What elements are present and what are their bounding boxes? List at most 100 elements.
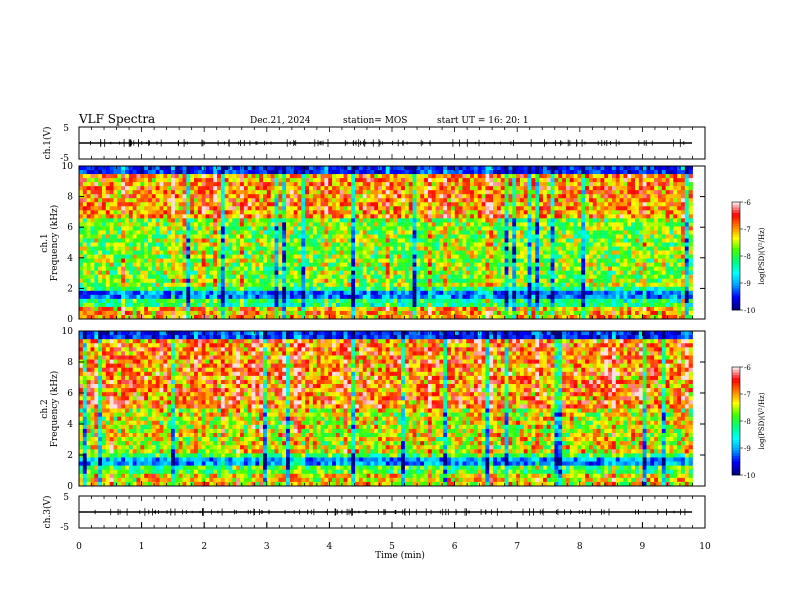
spectrogram-cell xyxy=(374,198,378,202)
spectrogram-cell xyxy=(221,303,225,307)
spectrogram-cell xyxy=(148,190,152,194)
spectrogram-cell xyxy=(202,210,206,214)
spectrogram-cell xyxy=(244,230,248,234)
spectrogram-cell xyxy=(271,194,275,198)
spectrogram-cell xyxy=(359,275,363,279)
spectrogram-cell xyxy=(459,194,463,198)
spectrogram-cell xyxy=(520,287,524,291)
spectrogram-cell xyxy=(229,303,233,307)
spectrogram-cell xyxy=(386,174,390,178)
spectrogram-cell xyxy=(405,279,409,283)
spectrogram-cell xyxy=(171,251,175,255)
spectrogram-cell xyxy=(336,267,340,271)
spectrogram-cell xyxy=(305,206,309,210)
spectrogram-cell xyxy=(551,178,555,182)
spectrogram-cell xyxy=(420,251,424,255)
spectrogram-cell xyxy=(332,214,336,218)
spectrogram-cell xyxy=(198,238,202,242)
spectrogram-cell xyxy=(259,194,263,198)
spectrogram-cell xyxy=(240,299,244,303)
spectrogram-cell xyxy=(363,210,367,214)
spectrogram-cell xyxy=(447,202,451,206)
spectrogram-cell xyxy=(313,210,317,214)
spectrogram-cell xyxy=(171,210,175,214)
spectrogram-cell xyxy=(551,238,555,242)
spectrogram-cell xyxy=(347,214,351,218)
spectrogram-cell xyxy=(148,251,152,255)
spectrogram-cell xyxy=(152,259,156,263)
spectrogram-cell xyxy=(443,182,447,186)
spectrogram-cell xyxy=(240,174,244,178)
spectrogram-cell xyxy=(551,230,555,234)
spectrogram-cell xyxy=(137,259,141,263)
spectrogram-cell xyxy=(478,202,482,206)
spectrogram-cell xyxy=(125,230,129,234)
spectrogram-cell xyxy=(447,170,451,174)
spectrogram-cell xyxy=(106,311,110,315)
spectrogram-cell xyxy=(221,279,225,283)
spectrogram-cell xyxy=(397,206,401,210)
spectrogram-cell xyxy=(110,226,114,230)
spectrogram-cell xyxy=(558,275,562,279)
spectrogram-cell xyxy=(213,238,217,242)
spectrogram-cell xyxy=(186,251,190,255)
spectrogram-cell xyxy=(225,307,229,311)
spectrogram-cell xyxy=(539,287,543,291)
spectrogram-cell xyxy=(125,295,129,299)
spectrogram-cell xyxy=(183,190,187,194)
spectrogram-cell xyxy=(351,178,355,182)
spectrogram-cell xyxy=(397,238,401,242)
spectrogram-cell xyxy=(129,210,133,214)
spectrogram-cell xyxy=(190,222,194,226)
spectrogram-cell xyxy=(244,247,248,251)
spectrogram-cell xyxy=(267,299,271,303)
spectrogram-cell xyxy=(217,279,221,283)
spectrogram-cell xyxy=(374,238,378,242)
spectrogram-cell xyxy=(83,243,87,247)
spectrogram-cell xyxy=(117,255,121,259)
spectrogram-cell xyxy=(455,230,459,234)
spectrogram-cell xyxy=(194,263,198,267)
spectrogram-cell xyxy=(190,218,194,222)
spectrogram-cell xyxy=(79,190,83,194)
spectrogram-cell xyxy=(114,287,118,291)
spectrogram-cell xyxy=(190,287,194,291)
spectrogram-cell xyxy=(221,202,225,206)
spectrogram-cell xyxy=(374,259,378,263)
spectrogram-cell xyxy=(148,206,152,210)
spectrogram-cell xyxy=(87,295,91,299)
spectrogram-cell xyxy=(324,267,328,271)
spectrogram-cell xyxy=(110,267,114,271)
spectrogram-cell xyxy=(106,194,110,198)
spectrogram-cell xyxy=(321,198,325,202)
spectrogram-cell xyxy=(117,226,121,230)
spectrogram-cell xyxy=(79,230,83,234)
spectrogram-cell xyxy=(447,283,451,287)
spectrogram-cell xyxy=(213,210,217,214)
spectrogram-cell xyxy=(271,299,275,303)
spectrogram-cell xyxy=(432,194,436,198)
spectrogram-cell xyxy=(351,279,355,283)
spectrogram-cell xyxy=(133,174,137,178)
spectrogram-cell xyxy=(547,198,551,202)
spectrogram-cell xyxy=(340,243,344,247)
spectrogram-cell xyxy=(87,255,91,259)
spectrogram-cell xyxy=(114,222,118,226)
spectrogram-cell xyxy=(137,174,141,178)
spectrogram-cell xyxy=(439,222,443,226)
spectrogram-cell xyxy=(309,275,313,279)
spectrogram-cell xyxy=(416,247,420,251)
spectrogram-cell xyxy=(278,283,282,287)
spectrogram-cell xyxy=(459,210,463,214)
spectrogram-cell xyxy=(428,214,432,218)
spectrogram-cell xyxy=(160,295,164,299)
spectrogram-cell xyxy=(248,303,252,307)
spectrogram-cell xyxy=(194,218,198,222)
spectrogram-cell xyxy=(359,194,363,198)
spectrogram-cell xyxy=(236,267,240,271)
spectrogram-cell xyxy=(79,303,83,307)
spectrogram-cell xyxy=(390,283,394,287)
spectrogram-cell xyxy=(87,243,91,247)
spectrogram-cell xyxy=(344,194,348,198)
spectrogram-cell xyxy=(110,263,114,267)
